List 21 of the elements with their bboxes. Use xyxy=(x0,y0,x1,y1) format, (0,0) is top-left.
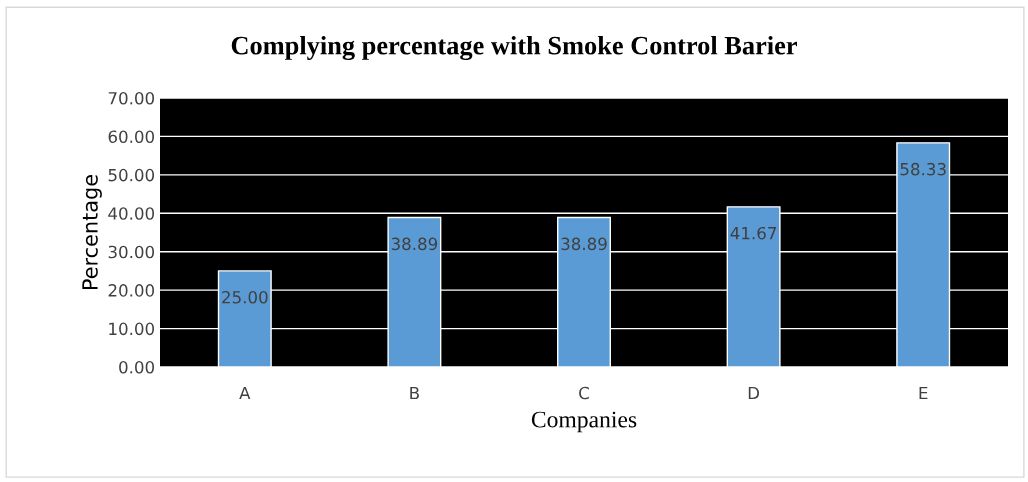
y-axis-title: Percentage xyxy=(82,175,102,290)
data-label: 38.89 xyxy=(391,237,438,251)
y-tick-label: 60.00 xyxy=(108,130,155,143)
data-label: 58.33 xyxy=(900,162,946,176)
chart-title: Complying percentage with Smoke Control Barier xyxy=(231,35,797,61)
y-tick-label: 20.00 xyxy=(108,284,155,297)
data-label: 41.67 xyxy=(730,226,777,240)
x-tick-label: E xyxy=(919,386,928,400)
x-tick-label: D xyxy=(748,386,760,400)
y-tick-label: 30.00 xyxy=(108,245,155,259)
data-label: 38.89 xyxy=(561,237,607,251)
x-tick-label: B xyxy=(410,386,419,400)
x-tick-label: C xyxy=(579,386,589,400)
data-label: 25.00 xyxy=(222,290,268,304)
x-axis-title: Companies xyxy=(531,411,637,433)
y-tick-label: 0.00 xyxy=(119,360,155,374)
y-tick-label: 70.00 xyxy=(108,91,155,105)
x-tick-label: A xyxy=(239,386,251,400)
y-tick-label: 50.00 xyxy=(108,168,155,182)
y-tick-label: 10.00 xyxy=(109,322,155,336)
y-tick-label: 40.00 xyxy=(108,207,155,220)
